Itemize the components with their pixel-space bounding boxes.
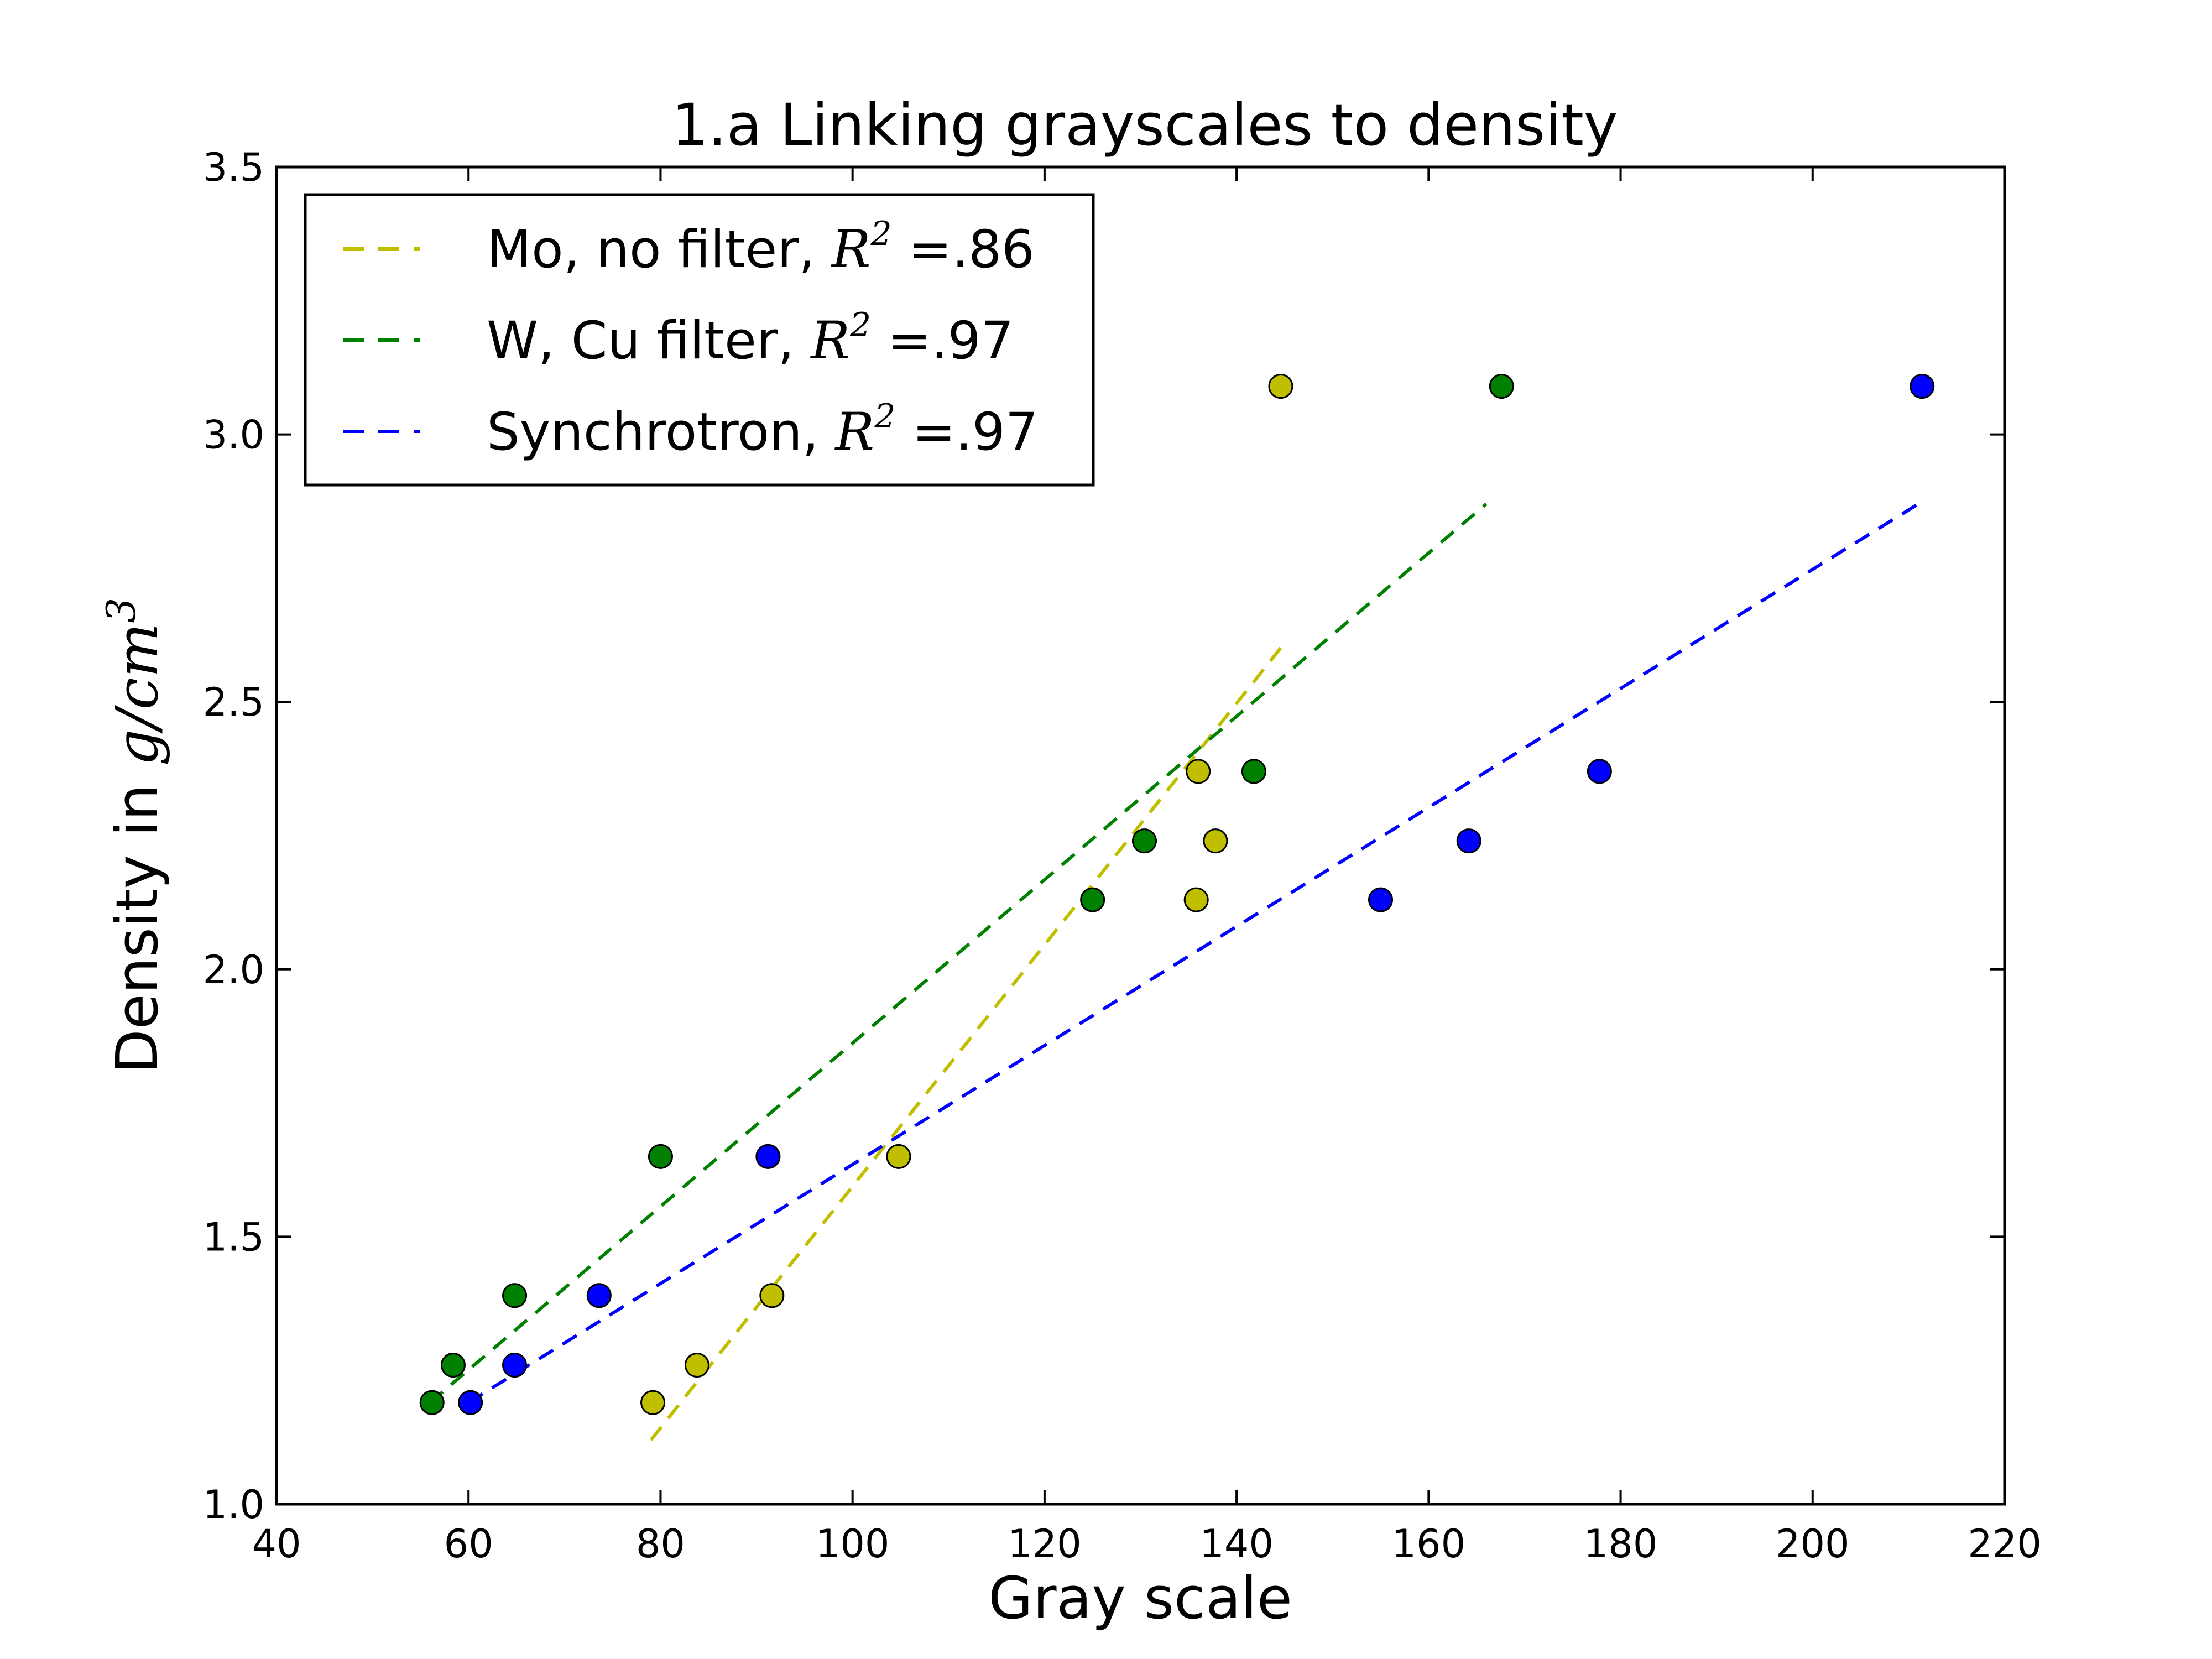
legend-series-name: Mo, no filter, bbox=[487, 220, 832, 280]
data-point-series-2 bbox=[755, 1144, 781, 1169]
legend-box bbox=[304, 193, 1095, 487]
legend-r-exponent: 2 bbox=[870, 215, 892, 253]
plot-frame bbox=[275, 165, 2006, 1506]
data-point-series-0 bbox=[1186, 759, 1211, 784]
data-point-series-1 bbox=[502, 1283, 528, 1308]
y-tick-label: 1.0 bbox=[203, 1482, 264, 1527]
data-point-series-1 bbox=[648, 1144, 673, 1169]
data-point-series-2 bbox=[586, 1283, 612, 1308]
y-tick-label: 3.0 bbox=[203, 413, 264, 458]
legend-r-symbol: R bbox=[834, 402, 875, 462]
x-tick-label: 120 bbox=[1008, 1521, 1082, 1567]
legend-series-name: Synchrotron, bbox=[487, 402, 836, 462]
legend: Mo, no filter, R2 =.86W, Cu filter, R2 =… bbox=[304, 193, 1095, 487]
y-tick-label: 2.5 bbox=[203, 680, 264, 725]
legend-label-0: Mo, no filter, R2 =.86 bbox=[487, 215, 1035, 280]
data-point-series-0 bbox=[1268, 374, 1293, 399]
data-point-series-1 bbox=[1241, 759, 1266, 784]
data-point-series-0 bbox=[759, 1283, 785, 1308]
x-tick-label: 180 bbox=[1584, 1521, 1658, 1567]
legend-series-name: W, Cu filter, bbox=[487, 311, 811, 371]
y-axis-label: Density in g/cm3 bbox=[98, 598, 171, 1074]
x-axis-label: Gray scale bbox=[988, 1564, 1292, 1632]
data-point-series-2 bbox=[502, 1353, 528, 1378]
data-point-series-1 bbox=[419, 1390, 445, 1415]
data-point-series-2 bbox=[1368, 887, 1394, 912]
y-tick-label: 2.0 bbox=[203, 947, 264, 993]
data-point-series-1 bbox=[440, 1353, 466, 1378]
data-point-series-2 bbox=[1587, 759, 1612, 784]
fit-line-series-2 bbox=[467, 502, 1919, 1404]
fit-lines bbox=[429, 502, 1919, 1441]
data-point-series-2 bbox=[1456, 828, 1481, 854]
x-tick-label: 100 bbox=[816, 1521, 890, 1567]
chart-title: 1.a Linking grayscales to density bbox=[672, 91, 1618, 159]
data-point-series-0 bbox=[684, 1353, 709, 1378]
x-tick-label: 40 bbox=[252, 1521, 301, 1567]
data-point-series-0 bbox=[1183, 887, 1209, 912]
y-tick-label: 3.5 bbox=[203, 145, 264, 190]
x-tick-label: 160 bbox=[1392, 1521, 1466, 1567]
x-tick-label: 220 bbox=[1968, 1521, 2042, 1567]
y-tick-label: 1.5 bbox=[203, 1214, 264, 1260]
data-point-series-0 bbox=[886, 1144, 911, 1169]
x-tick-label: 80 bbox=[636, 1521, 685, 1567]
data-point-series-0 bbox=[1203, 828, 1228, 854]
data-point-series-2 bbox=[458, 1390, 483, 1415]
data-point-series-0 bbox=[640, 1390, 666, 1415]
axis-ticks: 40 60 80 100 120 140 160 180 200 220 1.0 1.5 2.0 2.5 3… bbox=[203, 145, 2042, 1567]
data-point-series-1 bbox=[1080, 887, 1105, 912]
legend-label-2: Synchrotron, R2 =.97 bbox=[487, 397, 1039, 462]
fit-line-series-0 bbox=[649, 641, 1286, 1441]
legend-r-exponent: 2 bbox=[849, 306, 871, 345]
legend-r-symbol: R bbox=[810, 311, 850, 371]
y-axis-label-exponent: 3 bbox=[98, 598, 144, 623]
y-axis-label-text: Density in bbox=[103, 766, 171, 1073]
fit-line-series-1 bbox=[429, 503, 1488, 1404]
data-point-series-1 bbox=[1489, 374, 1514, 399]
x-tick-label: 60 bbox=[444, 1521, 493, 1567]
x-tick-label: 200 bbox=[1776, 1521, 1850, 1567]
legend-r-symbol: R bbox=[831, 220, 871, 280]
legend-r-value: =.86 bbox=[892, 220, 1035, 280]
legend-entries: Mo, no filter, R2 =.86W, Cu filter, R2 =… bbox=[343, 215, 1039, 462]
legend-r-value: =.97 bbox=[871, 311, 1014, 371]
legend-r-value: =.97 bbox=[895, 402, 1038, 462]
data-points bbox=[419, 374, 1935, 1415]
legend-label-1: W, Cu filter, R2 =.97 bbox=[487, 306, 1014, 371]
y-axis-label-unit: g/cm bbox=[103, 623, 171, 766]
data-point-series-2 bbox=[1910, 374, 1935, 399]
legend-r-exponent: 2 bbox=[874, 397, 895, 436]
data-point-series-1 bbox=[1131, 828, 1157, 854]
x-tick-label: 140 bbox=[1199, 1521, 1274, 1567]
